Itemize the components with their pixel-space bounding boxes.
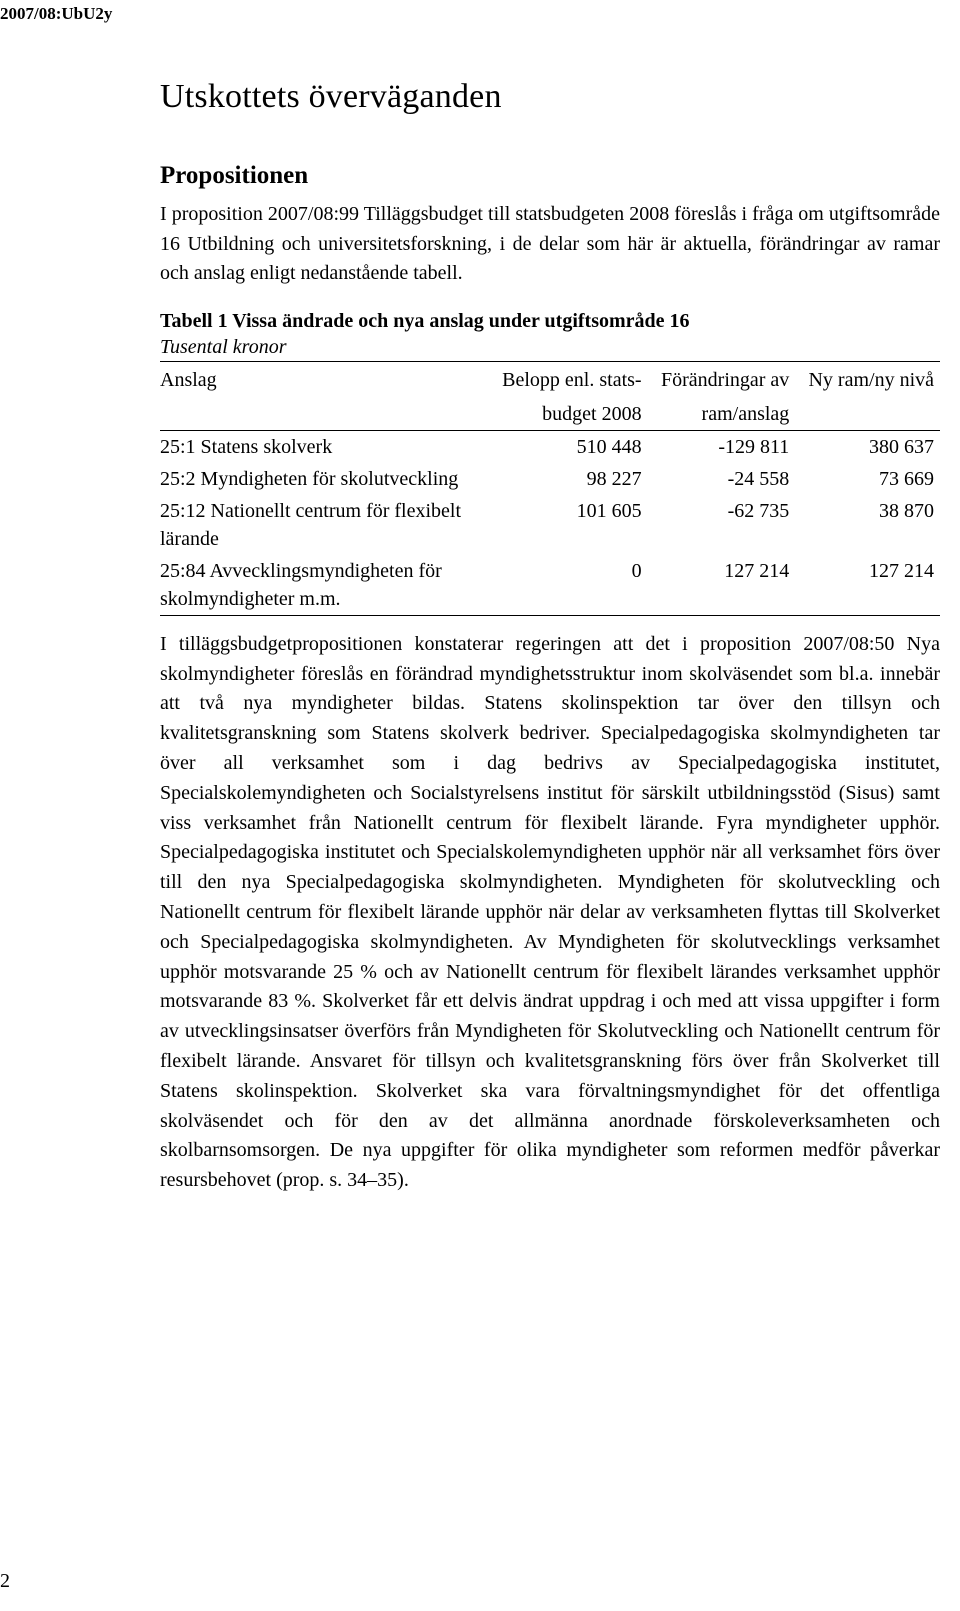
- content-column: Utskottets överväganden Propositionen I …: [160, 78, 940, 1196]
- row-val: 510 448: [488, 430, 648, 463]
- row-val: 127 214: [795, 555, 940, 616]
- row-label: 25:2 Myndigheten för skolutveckling: [160, 463, 488, 495]
- page-title: Utskottets överväganden: [160, 78, 940, 116]
- row-val: 0: [488, 555, 648, 616]
- row-val: 101 605: [488, 495, 648, 555]
- page: 2007/08:UbU2y Utskottets överväganden Pr…: [0, 0, 960, 1611]
- row-val: -24 558: [648, 463, 796, 495]
- col-header-blank: [160, 396, 488, 431]
- appropriations-table: Anslag Belopp enl. stats- Förändringar a…: [160, 361, 940, 616]
- col-header-budget-l1: Belopp enl. stats-: [488, 361, 648, 396]
- page-number: 2: [0, 1570, 10, 1593]
- col-header-anslag: Anslag: [160, 361, 488, 396]
- table-subtitle: Tusental kronor: [160, 336, 940, 359]
- row-label: 25:84 Avvecklingsmyndigheten för skolmyn…: [160, 555, 488, 616]
- col-header-budget-l2: budget 2008: [488, 396, 648, 431]
- row-label: 25:12 Nationellt centrum för flexibelt l…: [160, 495, 488, 555]
- col-header-blank2: [795, 396, 940, 431]
- row-val: 98 227: [488, 463, 648, 495]
- col-header-change-l2: ram/anslag: [648, 396, 796, 431]
- table-title: Tabell 1 Vissa ändrade och nya anslag un…: [160, 307, 940, 336]
- row-val: 380 637: [795, 430, 940, 463]
- col-header-newlevel: Ny ram/ny nivå: [795, 361, 940, 396]
- doc-code: 2007/08:UbU2y: [0, 4, 112, 24]
- table-row: 25:12 Nationellt centrum för flexibelt l…: [160, 495, 940, 555]
- row-label: 25:1 Statens skolverk: [160, 430, 488, 463]
- table-row: 25:1 Statens skolverk 510 448 -129 811 3…: [160, 430, 940, 463]
- row-val: -62 735: [648, 495, 796, 555]
- section-heading: Propositionen: [160, 162, 940, 190]
- table-row: 25:84 Avvecklingsmyndigheten för skolmyn…: [160, 555, 940, 616]
- table-row: 25:2 Myndigheten för skolutveckling 98 2…: [160, 463, 940, 495]
- row-val: 73 669: [795, 463, 940, 495]
- body-paragraph: I tilläggsbudgetpropositionen konstatera…: [160, 630, 940, 1196]
- row-val: 127 214: [648, 555, 796, 616]
- intro-paragraph: I proposition 2007/08:99 Tilläggsbudget …: [160, 200, 940, 289]
- col-header-change-l1: Förändringar av: [648, 361, 796, 396]
- row-val: -129 811: [648, 430, 796, 463]
- row-val: 38 870: [795, 495, 940, 555]
